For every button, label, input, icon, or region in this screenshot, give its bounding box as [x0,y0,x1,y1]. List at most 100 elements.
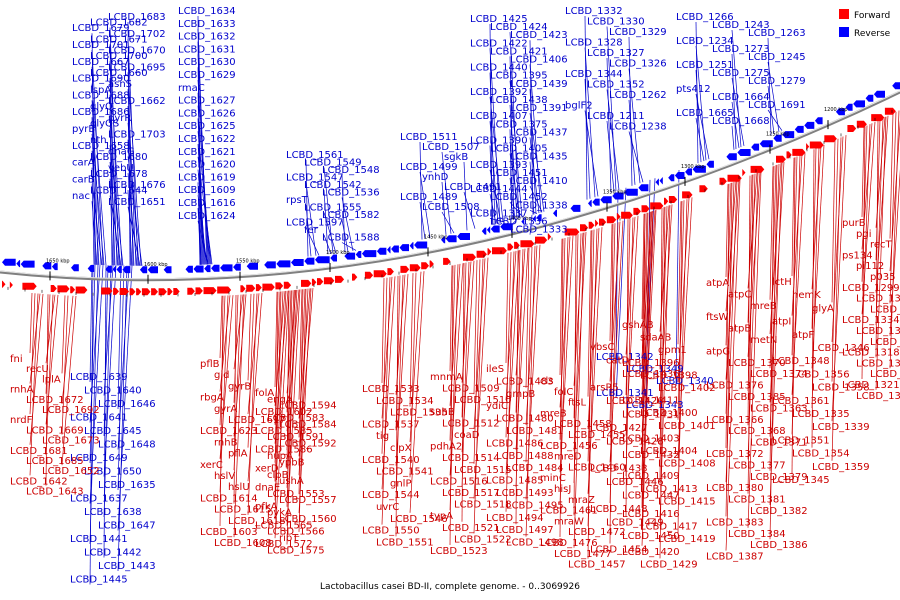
gene-label: rnhA [10,385,34,396]
reverse-gene-arrow [387,246,391,254]
gene-label: gnlP [390,478,412,489]
leader-line [659,207,665,370]
leader-line [573,232,585,548]
gene-label: LCBD_1639 [70,372,128,383]
gene-label: LCBD_1427 [590,423,648,434]
gene-label: LCBD_1476 [540,538,598,549]
gene-label: LCBD_1650 [84,467,142,478]
scale-labels: 1200 kbp 1250 kbp 1300 kbp 1350 kbp 1400 kbp… [46,107,848,268]
gene-label: LCBD_1522 [454,534,512,545]
gene-label: LCBD_1624 [178,211,236,222]
gene-label: engA [267,394,293,405]
leader-line [45,294,54,456]
gene-label: LCBD_1688 [72,90,130,101]
gene-label: LCBD_1582 [322,210,380,221]
gene-label: metN [750,335,777,346]
leader-line [731,29,742,148]
gene-label: arsR5 [590,383,619,394]
leader-line [861,126,866,380]
reverse-gene-arrow [304,257,315,265]
gene-label: xerC [200,460,223,471]
leader-line [89,264,99,545]
gene-label: LCBD_1540 [362,455,420,466]
gene-label: LCBD_1671 [90,34,148,45]
gene-label: LCBD_1266 [676,12,734,23]
gene-label: LCBD_1327 [587,48,645,59]
leader-line [274,290,290,539]
forward-gene-arrow [750,165,765,173]
leader-line [529,214,533,235]
gene-label: LCBD_1533 [362,384,420,395]
gene-label: LCBD_1647 [98,521,156,532]
gene-label: LCBD_1339 [812,422,870,433]
reverse-gene-arrow [112,265,116,273]
leader-line [45,294,51,394]
leader-line [731,125,735,150]
gene-label: LCBD_1591 [267,432,325,443]
reverse-gene-arrow [233,263,241,271]
gene-label: LCBD_1565 [255,520,313,531]
reverse-gene-arrow [570,204,581,212]
gene-label: atpF [792,330,814,341]
reverse-gene-arrow [399,244,409,252]
gene-label: LCBD_1416 [622,509,680,520]
forward-gene-arrow [547,233,552,241]
gene-label: LCBD_1305 [856,326,900,337]
reverse-gene-arrow [51,263,58,271]
leader-line [489,121,499,224]
leader-line [109,195,122,266]
gene-label: LCBD_1621 [178,147,236,158]
gene-label: LCBD_1405 [490,144,548,155]
gene-label: gmpB [506,389,535,400]
gene-label: LCBD_1555 [304,203,362,214]
gene-label: LCBD_1644 [90,186,148,197]
gene-label: LCBD_1586 [255,445,313,456]
gene-label: atpG [706,346,730,357]
gene-label: glyQS [90,118,119,129]
leader-line [675,170,680,387]
leader-line [509,129,513,220]
forward-gene-arrow [699,185,708,193]
gene-label: LCBD_1423 [510,30,568,41]
forward-gene-arrow [884,107,896,115]
gene-label: ileS [486,364,504,375]
gene-label: LCBD_1363 [750,403,808,414]
gene-label: LCBD_1393 [470,160,528,171]
leader-line [233,294,245,538]
leader-line [341,174,346,253]
gene-label: LCBD_1387 [706,552,764,563]
gene-label: nrdF [10,415,33,426]
gene-label: LCBD_1518 [454,500,512,511]
leader-line [305,182,317,256]
gene-label: LCBD_1331 [856,294,900,305]
gene-label: LCBD_1617 [228,415,286,426]
gene-label: atpC [728,289,751,300]
leader-line [463,191,476,229]
gene-label: LCBD_1425 [470,14,528,25]
gene-label: LCBD_1668 [712,116,770,127]
gene-label: LCBD_1411 [622,396,680,407]
leader-line [529,161,535,215]
reverse-gene-arrow [139,266,148,274]
gene-label: LCBD_1345 [772,475,830,486]
leader-line [606,120,615,192]
reverse-gene-arrow [853,100,865,108]
leader-line [298,289,304,495]
forward-gene-arrow [580,224,589,232]
gene-label: LCBD_1495 [506,500,564,511]
leader-line [233,294,237,504]
gene-label: LCBD_1310 [870,337,900,348]
gene-label: pts412 [676,84,711,95]
leader-line [395,275,399,537]
gene-label: LCBD_1445 [70,575,128,586]
leader-line [767,85,775,135]
gene-label: ps134 [842,250,873,261]
gene-label: LCBD_1442 [84,548,142,559]
gene-label: LCBD_1435 [510,152,568,163]
leader-line [515,250,519,525]
forward-gene-arrow [809,141,824,149]
leader-line [381,278,385,384]
leader-line [889,111,897,304]
leader-line [109,61,123,266]
forward-gene-arrow [167,288,173,296]
